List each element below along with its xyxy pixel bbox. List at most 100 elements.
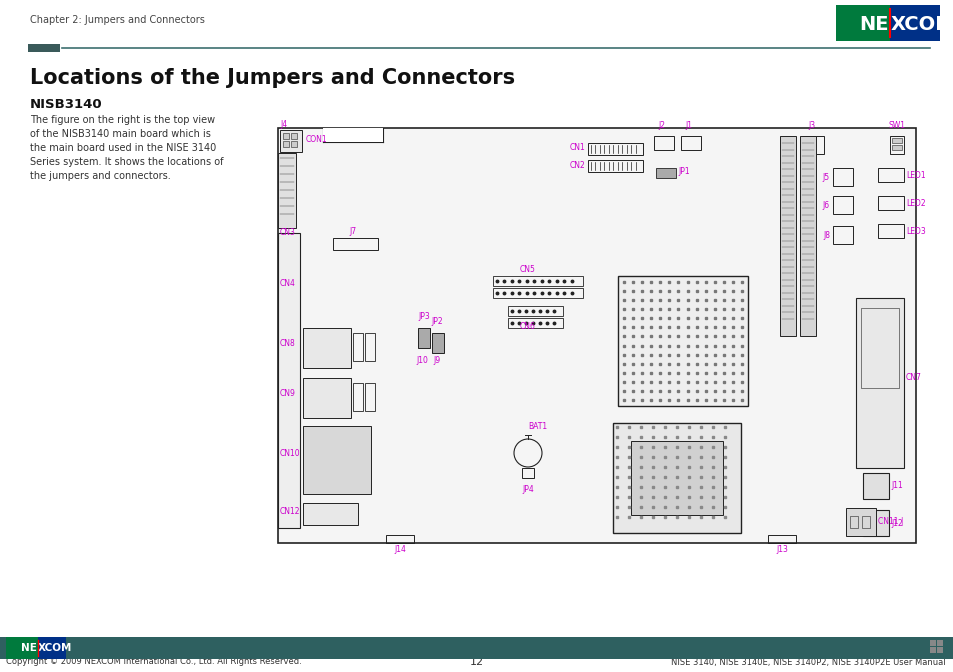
Bar	[861, 308, 898, 388]
Text: J12: J12	[890, 519, 902, 528]
Text: JP2: JP2	[431, 317, 442, 326]
Bar	[680, 136, 700, 150]
Text: JP4: JP4	[521, 485, 534, 494]
Bar	[613, 423, 740, 533]
Bar	[801, 136, 823, 154]
Text: J4: J4	[280, 120, 287, 129]
Bar	[277, 153, 295, 228]
Text: J9: J9	[433, 356, 439, 365]
Text: J3: J3	[807, 121, 815, 130]
Bar	[832, 168, 852, 186]
Text: JP3: JP3	[417, 312, 429, 321]
Text: the jumpers and connectors.: the jumpers and connectors.	[30, 171, 171, 181]
Text: J1: J1	[685, 121, 692, 130]
Bar	[587, 143, 642, 155]
Bar	[277, 233, 299, 528]
Text: CN12: CN12	[280, 507, 300, 515]
Text: J2: J2	[658, 121, 665, 130]
Bar	[889, 5, 939, 41]
Text: CON1: CON1	[306, 136, 327, 144]
Bar	[849, 516, 857, 528]
Bar	[630, 441, 722, 515]
Bar	[587, 160, 642, 172]
Bar	[862, 473, 888, 499]
Bar	[283, 141, 289, 147]
Text: the main board used in the NISE 3140: the main board used in the NISE 3140	[30, 143, 216, 153]
Text: NISE 3140, NISE 3140E, NISE 3140P2, NISE 3140P2E User Manual: NISE 3140, NISE 3140E, NISE 3140P2, NISE…	[671, 657, 945, 667]
Text: CN2: CN2	[569, 161, 584, 169]
Bar	[493, 288, 582, 298]
Text: NISB3140: NISB3140	[30, 97, 103, 110]
Bar	[654, 136, 673, 150]
Text: CN11 |: CN11 |	[877, 517, 902, 526]
Bar	[303, 503, 357, 525]
Text: CN5: CN5	[519, 265, 536, 274]
Bar	[855, 298, 903, 468]
Bar	[38, 637, 66, 659]
Text: SW1: SW1	[887, 121, 904, 130]
Bar	[891, 145, 901, 150]
Bar	[277, 128, 915, 543]
Bar	[877, 196, 903, 210]
Bar	[862, 510, 888, 536]
Bar	[832, 196, 852, 214]
Bar	[386, 535, 414, 543]
Text: CN7: CN7	[905, 374, 921, 382]
Bar	[303, 328, 351, 368]
Text: J13: J13	[775, 545, 787, 554]
Bar	[618, 276, 747, 406]
Bar	[303, 378, 351, 418]
Bar	[889, 136, 903, 154]
Bar	[767, 535, 795, 543]
Text: CN8: CN8	[280, 339, 295, 347]
Text: XCOM: XCOM	[38, 643, 72, 653]
Text: J11: J11	[890, 482, 902, 491]
Bar	[891, 138, 901, 143]
Bar	[936, 640, 942, 646]
Text: XCOM: XCOM	[890, 15, 953, 34]
Text: 12: 12	[470, 657, 483, 667]
Text: CN1: CN1	[569, 144, 584, 153]
Bar	[291, 141, 296, 147]
Text: of the NISB3140 main board which is: of the NISB3140 main board which is	[30, 129, 211, 139]
Text: J7: J7	[349, 227, 356, 236]
Bar	[291, 133, 296, 139]
Bar	[6, 637, 38, 659]
Bar	[656, 168, 676, 178]
Bar	[353, 333, 363, 361]
Text: NE: NE	[21, 643, 37, 653]
Text: LED1: LED1	[905, 171, 924, 179]
Bar	[353, 383, 363, 411]
Text: J5: J5	[822, 173, 829, 181]
Bar	[929, 647, 935, 653]
Bar	[0, 637, 953, 659]
Text: CN10: CN10	[280, 448, 300, 458]
Bar	[323, 128, 382, 142]
Bar	[493, 276, 582, 286]
Text: Locations of the Jumpers and Connectors: Locations of the Jumpers and Connectors	[30, 68, 515, 88]
Bar	[283, 133, 289, 139]
Bar	[845, 508, 875, 536]
Text: J14: J14	[394, 545, 406, 554]
Bar	[280, 130, 302, 152]
Bar	[832, 226, 852, 244]
Text: Chapter 2: Jumpers and Connectors: Chapter 2: Jumpers and Connectors	[30, 15, 205, 25]
Text: Series system. It shows the locations of: Series system. It shows the locations of	[30, 157, 223, 167]
Bar	[333, 238, 377, 250]
Bar	[877, 168, 903, 182]
Bar	[507, 318, 562, 328]
Bar	[303, 426, 371, 494]
Bar	[521, 468, 534, 478]
Text: J6: J6	[822, 200, 829, 210]
Bar	[365, 333, 375, 361]
Bar	[432, 333, 443, 353]
Bar	[800, 136, 815, 336]
Bar	[835, 5, 889, 41]
Text: J10: J10	[416, 356, 428, 365]
Bar	[862, 516, 869, 528]
Bar	[417, 328, 430, 348]
Text: NE: NE	[859, 15, 888, 34]
Text: Copyright © 2009 NEXCOM International Co., Ltd. All Rights Reserved.: Copyright © 2009 NEXCOM International Co…	[6, 657, 301, 667]
Bar	[507, 306, 562, 316]
Text: CN3: CN3	[280, 228, 295, 237]
